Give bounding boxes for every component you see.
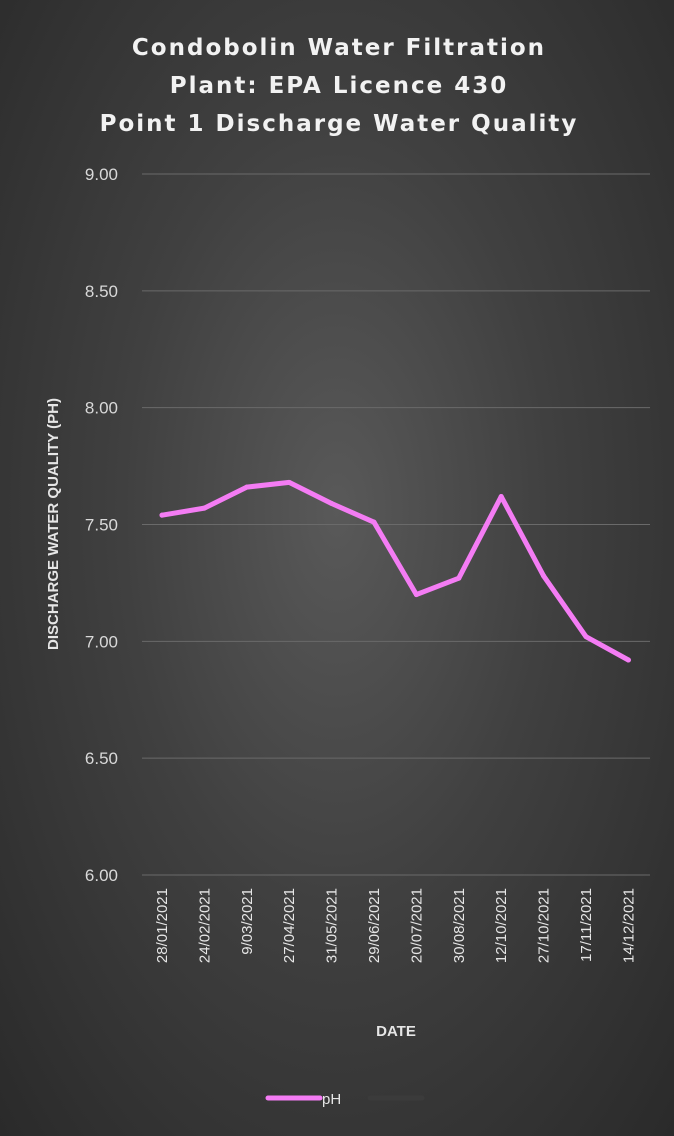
y-tick-label: 9.00: [85, 165, 118, 184]
legend[interactable]: pH: [265, 1091, 425, 1108]
y-tick-label: 7.50: [85, 516, 118, 535]
data-point: [159, 512, 165, 518]
x-tick-label: 9/03/2021: [239, 888, 256, 955]
chart-title-line-2: Plant: EPA Licence 430: [170, 73, 509, 99]
x-axis-title: DATE: [376, 1023, 416, 1040]
y-tick-label: 6.50: [85, 749, 118, 768]
y-tick-label: 7.00: [85, 632, 118, 651]
gridlines: [142, 173, 650, 876]
y-axis-ticks: 6.00 6.50 7.00 7.50 8.00 8.50 9.00: [85, 165, 118, 885]
x-tick-label: 31/05/2021: [324, 888, 341, 963]
data-point: [371, 519, 377, 525]
data-point: [625, 657, 631, 663]
data-point: [286, 479, 292, 485]
data-point: [541, 573, 547, 579]
legend-label-ph: pH: [322, 1091, 341, 1108]
chart-title-line-1: Condobolin Water Filtration: [132, 35, 546, 61]
x-tick-label: 24/02/2021: [196, 888, 213, 963]
y-tick-label: 8.00: [85, 399, 118, 418]
data-point: [456, 575, 462, 581]
x-tick-label: 30/08/2021: [451, 888, 468, 963]
data-point: [498, 493, 504, 499]
y-axis-title: DISCHARGE WATER QUALITY (PH): [45, 398, 62, 650]
y-tick-label: 8.50: [85, 282, 118, 301]
chart-title-line-3: Point 1 Discharge Water Quality: [100, 111, 579, 137]
data-point: [244, 484, 250, 490]
y-tick-label: 6.00: [85, 866, 118, 885]
data-point: [329, 500, 335, 506]
x-tick-label: 14/12/2021: [620, 888, 637, 963]
x-axis-ticks: 28/01/2021 24/02/2021 9/03/2021 27/04/2021 3…: [154, 888, 637, 963]
series-lines: [159, 479, 631, 663]
x-tick-label: 17/11/2021: [578, 888, 595, 962]
x-tick-label: 20/07/2021: [408, 888, 425, 963]
data-point: [201, 505, 207, 511]
x-tick-label: 29/06/2021: [366, 888, 383, 963]
x-tick-label: 12/10/2021: [493, 888, 510, 963]
data-point: [583, 634, 589, 640]
x-tick-label: 27/04/2021: [281, 888, 298, 963]
series-line-0: [159, 479, 631, 663]
chart-title: Condobolin Water Filtration Plant: EPA L…: [100, 35, 579, 137]
data-point: [413, 592, 419, 598]
x-tick-label: 27/10/2021: [536, 888, 553, 963]
x-tick-label: 28/01/2021: [154, 888, 171, 963]
